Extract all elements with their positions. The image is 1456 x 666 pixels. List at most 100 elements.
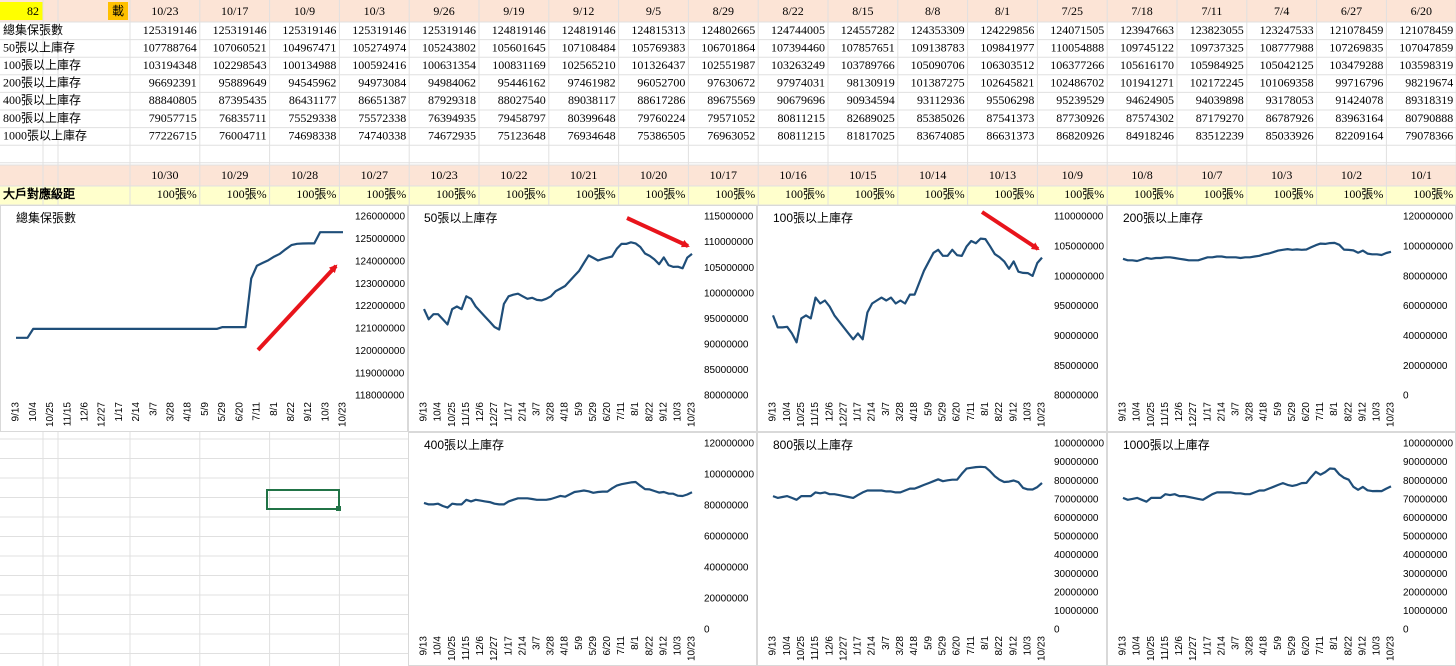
x-tick-label: 7/11 [966,636,977,655]
cell-value: 101069358 [1260,76,1314,90]
y-tick-label: 30000000 [1054,569,1099,580]
date-header: 7/11 [1201,4,1222,18]
y-tick-label: 60000000 [1054,513,1099,524]
x-tick-label: 8/22 [286,402,297,422]
chart-area [757,205,1107,432]
data-line [772,465,1043,501]
level-cell: 100張% [576,187,616,201]
cell-value: 102565210 [562,58,616,72]
x-tick-label: 5/29 [938,636,949,656]
x-tick-label: 2/14 [867,402,878,422]
x-tick-label: 9/13 [11,402,22,422]
x-tick-label: 5/29 [938,402,949,422]
x-tick-label: 4/18 [560,636,571,656]
x-tick-label: 4/18 [909,402,920,422]
cell-value: 98130919 [847,76,895,90]
level-cell: 100張% [1204,187,1244,201]
cell-value: 101326437 [631,58,685,72]
cell-value: 87574302 [1126,111,1174,125]
date-header: 10/9 [294,4,315,18]
cell-value: 94973084 [358,76,406,90]
cell-value: 97461982 [568,76,616,90]
daily-date: 10/16 [779,168,806,182]
date-header: 8/29 [713,4,734,18]
x-tick-label: 10/23 [687,636,698,661]
x-tick-label: 6/20 [602,636,613,656]
daily-date: 10/27 [361,168,388,182]
x-tick-label: 8/1 [980,636,991,650]
y-tick-label: 40000000 [704,563,749,574]
cell-value: 86651387 [358,93,406,107]
x-tick-label: 12/6 [475,636,486,656]
cell-value: 96692391 [149,76,197,90]
y-tick-label: 10000000 [1054,606,1099,617]
x-tick-label: 8/22 [994,402,1005,422]
level-cell: 100張% [785,187,825,201]
cell-value: 105243802 [422,40,476,54]
x-tick-label: 11/15 [810,636,821,661]
chart-title: 100張以上庫存 [773,211,853,225]
cell-value: 93178053 [1266,93,1314,107]
cell-value: 89038117 [568,93,616,107]
x-tick-label: 6/20 [952,636,963,656]
cell-value: 107788764 [143,40,197,54]
x-tick-label: 7/11 [616,636,627,655]
chart-title: 總集保張數 [16,210,76,225]
x-tick-label: 12/27 [489,636,500,661]
cell-value: 79057715 [149,111,197,125]
level-label: 大戶對應級距 [3,186,75,201]
y-tick-label: 40000000 [1403,331,1448,342]
cell-value: 87929318 [428,93,476,107]
y-tick-label: 115000000 [704,212,754,223]
date-header: 10/23 [151,4,178,18]
cell-value: 94039898 [1196,93,1244,107]
x-tick-label: 9/13 [419,636,430,656]
cell-value: 87541373 [986,111,1034,125]
daily-date: 10/15 [849,168,876,182]
row-label: 50張以上庫存 [3,40,75,54]
chart: 100張以上庫存 80000000 85000000 90000000 95000000… [757,205,1107,432]
cell-value: 123247533 [1260,23,1314,37]
cell-value: 76835711 [219,111,267,125]
x-tick-label: 2/14 [867,636,878,656]
cell-value: 124815313 [631,23,685,37]
y-tick-label: 100000000 [1054,271,1104,282]
y-tick-label: 100000000 [704,470,754,481]
cell-value: 81817025 [847,128,895,142]
y-tick-label: 124000000 [355,256,405,267]
y-tick-label: 95000000 [1054,301,1099,312]
x-tick-label: 8/22 [644,636,655,656]
cell-value: 95239529 [1056,93,1104,107]
cell-value: 124353309 [911,23,965,37]
chart: 總集保張數 118000000 119000000 120000000 12100000… [0,205,408,432]
cell-value: 100831169 [492,58,546,72]
level-cell: 100張% [1343,187,1383,201]
cell-value: 80811215 [777,111,825,125]
fill-handle[interactable] [336,506,341,511]
y-tick-label: 20000000 [1403,587,1448,598]
x-tick-label: 7/11 [1315,636,1326,655]
y-tick-label: 60000000 [704,532,749,543]
chart-area [408,432,757,666]
y-tick-label: 60000000 [1403,301,1448,312]
x-tick-label: 6/20 [602,402,613,422]
x-tick-label: 10/3 [1372,402,1383,422]
cell-value: 86787926 [1266,111,1314,125]
cell-value: 109737325 [1190,40,1244,54]
x-tick-label: 10/25 [447,402,458,427]
cell-value: 83674085 [917,128,965,142]
corner-value: 82 [27,4,39,18]
level-cell: 100張% [1134,187,1174,201]
daily-date: 10/9 [1062,168,1083,182]
y-tick-label: 122000000 [355,301,405,312]
date-header: 6/20 [1411,4,1432,18]
cell-value: 102298543 [213,58,267,72]
x-tick-label: 3/28 [546,402,557,422]
row-label: 200張以上庫存 [3,76,81,90]
date-header: 10/3 [364,4,385,18]
selected-cell[interactable] [266,489,340,510]
data-line [771,237,1043,344]
cell-value: 109841977 [980,40,1034,54]
daily-date: 10/1 [1411,168,1432,182]
level-cell: 100張% [366,187,406,201]
